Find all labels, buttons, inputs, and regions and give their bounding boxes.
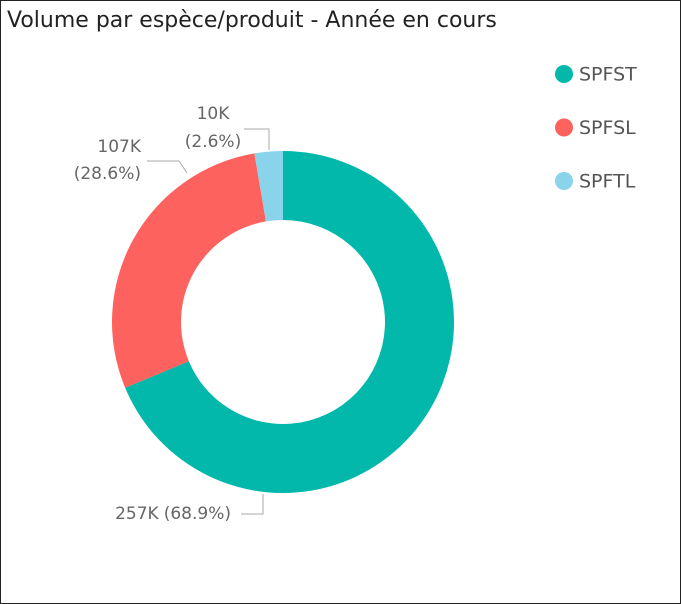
percent-label: (68.9%) bbox=[164, 504, 231, 524]
donut-slice bbox=[254, 151, 283, 222]
legend-marker bbox=[555, 118, 573, 137]
legend-label: SPFST bbox=[579, 64, 637, 86]
chart-title: Volume par espèce/produit - Année en cou… bbox=[7, 8, 497, 33]
legend-label: SPFSL bbox=[579, 117, 636, 139]
percent-label: (2.6%) bbox=[185, 132, 241, 152]
donut-slice bbox=[111, 153, 266, 388]
legend-label: SPFTL bbox=[579, 171, 636, 193]
leader-line bbox=[241, 494, 264, 515]
value-label: 10K bbox=[197, 104, 231, 124]
donut-slice bbox=[125, 151, 455, 493]
value-label: 257K bbox=[115, 504, 159, 524]
leader-line bbox=[244, 128, 270, 150]
data-label: 257K (68.9%) bbox=[115, 504, 231, 524]
legend-marker bbox=[555, 65, 573, 83]
value-label: 107K bbox=[97, 137, 141, 157]
legend-marker bbox=[555, 172, 573, 190]
leader-line bbox=[147, 160, 188, 174]
percent-label: (28.6%) bbox=[74, 164, 141, 184]
